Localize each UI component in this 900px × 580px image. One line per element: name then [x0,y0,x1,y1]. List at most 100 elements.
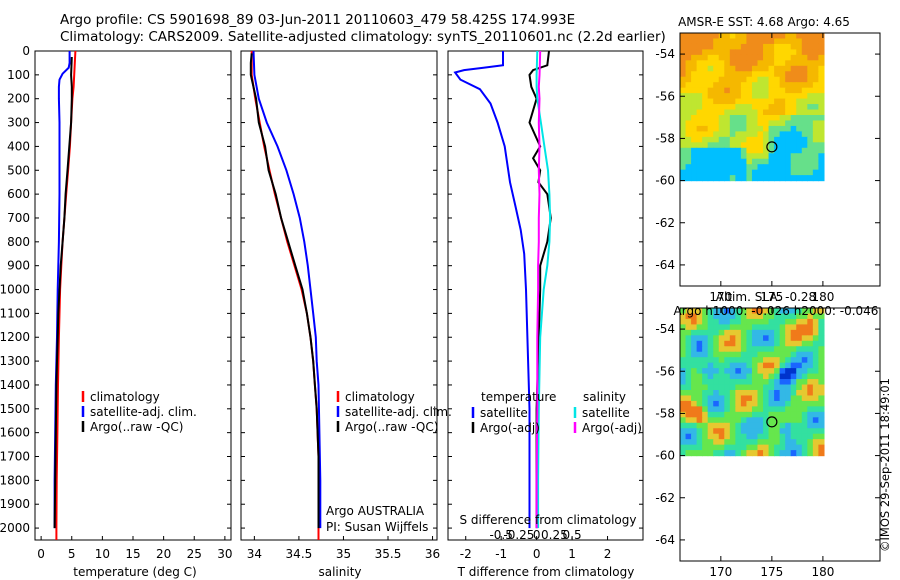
map-cell [724,373,731,380]
map-cell [763,357,770,364]
map-cell [729,125,736,132]
map-cell [735,169,742,176]
map-cell [774,362,781,369]
figure-title-line2: Climatology: CARS2009. Satellite-adjuste… [60,29,666,45]
map-cell [718,313,725,320]
x-tick-label: 0 [533,547,541,561]
map-cell [713,147,720,154]
x-tick-label: 10 [95,547,110,561]
salinity-panel: 34 34.5 35 35.5 36climatologysatellite-adj. … [240,50,452,561]
map-cell [807,351,814,358]
map-cell [774,33,781,40]
map-cell [691,373,698,380]
map-cell [796,164,803,171]
map-cell [729,318,736,325]
map-cell [801,43,808,50]
map-cell [790,158,797,165]
map-cell [707,104,714,111]
map-cell [796,125,803,132]
map-cell [707,125,714,132]
map-cell [757,439,764,446]
map-cell [751,406,759,413]
map-cell [707,82,714,89]
map-cell [735,384,742,391]
map-cell [751,340,759,347]
map-cell [746,384,753,391]
map-cell [818,93,825,100]
map-cell [774,357,781,364]
map-cell [702,406,709,413]
map-cell [818,428,825,435]
map-cell [735,38,742,45]
map-cell [680,120,687,127]
map-cell [685,411,692,418]
temperature-panel: 0 5 10 15 20 25 300100200300400500600700800900… [0,44,233,561]
map-cell [818,346,825,353]
map-cell [702,444,709,451]
map-cell [746,125,753,132]
map-cell [680,114,687,122]
map-cell [685,444,692,451]
map-cell [680,335,687,342]
map-cell [729,169,736,176]
map-cell [685,164,692,171]
map-cell [680,131,687,138]
map-cell [702,38,709,45]
map-cell [785,169,792,176]
map-cell [718,444,725,451]
map-cell [779,450,786,457]
map-cell [691,324,698,331]
map-cell [718,104,725,111]
map-cell [785,142,792,149]
map-cell [713,125,720,132]
map-cell [724,169,731,176]
map-cell [691,351,698,358]
map-cell [751,114,759,122]
map-cell [774,411,781,418]
map-cell [735,109,742,116]
map-cell [735,114,742,122]
map-cell [796,324,803,331]
map-cell [718,87,725,94]
map-cell [763,71,770,78]
map-cell [774,93,781,100]
map-cell [785,417,792,424]
map-cell [796,411,803,418]
map-cell [768,329,775,336]
map-cell [696,335,703,342]
map-cell [768,450,775,457]
map-cell [713,335,720,342]
map-cell [757,82,764,89]
map-cell [751,368,759,375]
map-cell [774,71,781,78]
map-cell [735,362,742,369]
map-cell [807,164,814,171]
map-cell [680,136,687,143]
map-cell [718,98,725,105]
map-cell [680,76,687,83]
map-cell [812,60,819,67]
map-cell [702,368,709,375]
map-cell [757,422,764,429]
map-cell [818,439,825,446]
map-cell [796,417,803,424]
map-cell [807,433,814,440]
map-cell [757,153,764,160]
map-cell [691,384,698,391]
map-cell [685,439,692,446]
map-cell [746,147,753,154]
map-cell [724,76,731,83]
map-cell [713,428,720,435]
map-cell [768,54,775,61]
map-cell [785,82,792,89]
map-cell [740,389,748,397]
y-tick-label: 800 [7,235,30,249]
map-cell [729,357,736,364]
map-cell [691,428,698,435]
map-cell [718,406,725,413]
map-cell [680,158,687,165]
map-cell [746,422,753,429]
map-cell [707,433,714,440]
map-cell [691,175,698,182]
legend-label: satellite-adj. clim. [345,405,452,419]
